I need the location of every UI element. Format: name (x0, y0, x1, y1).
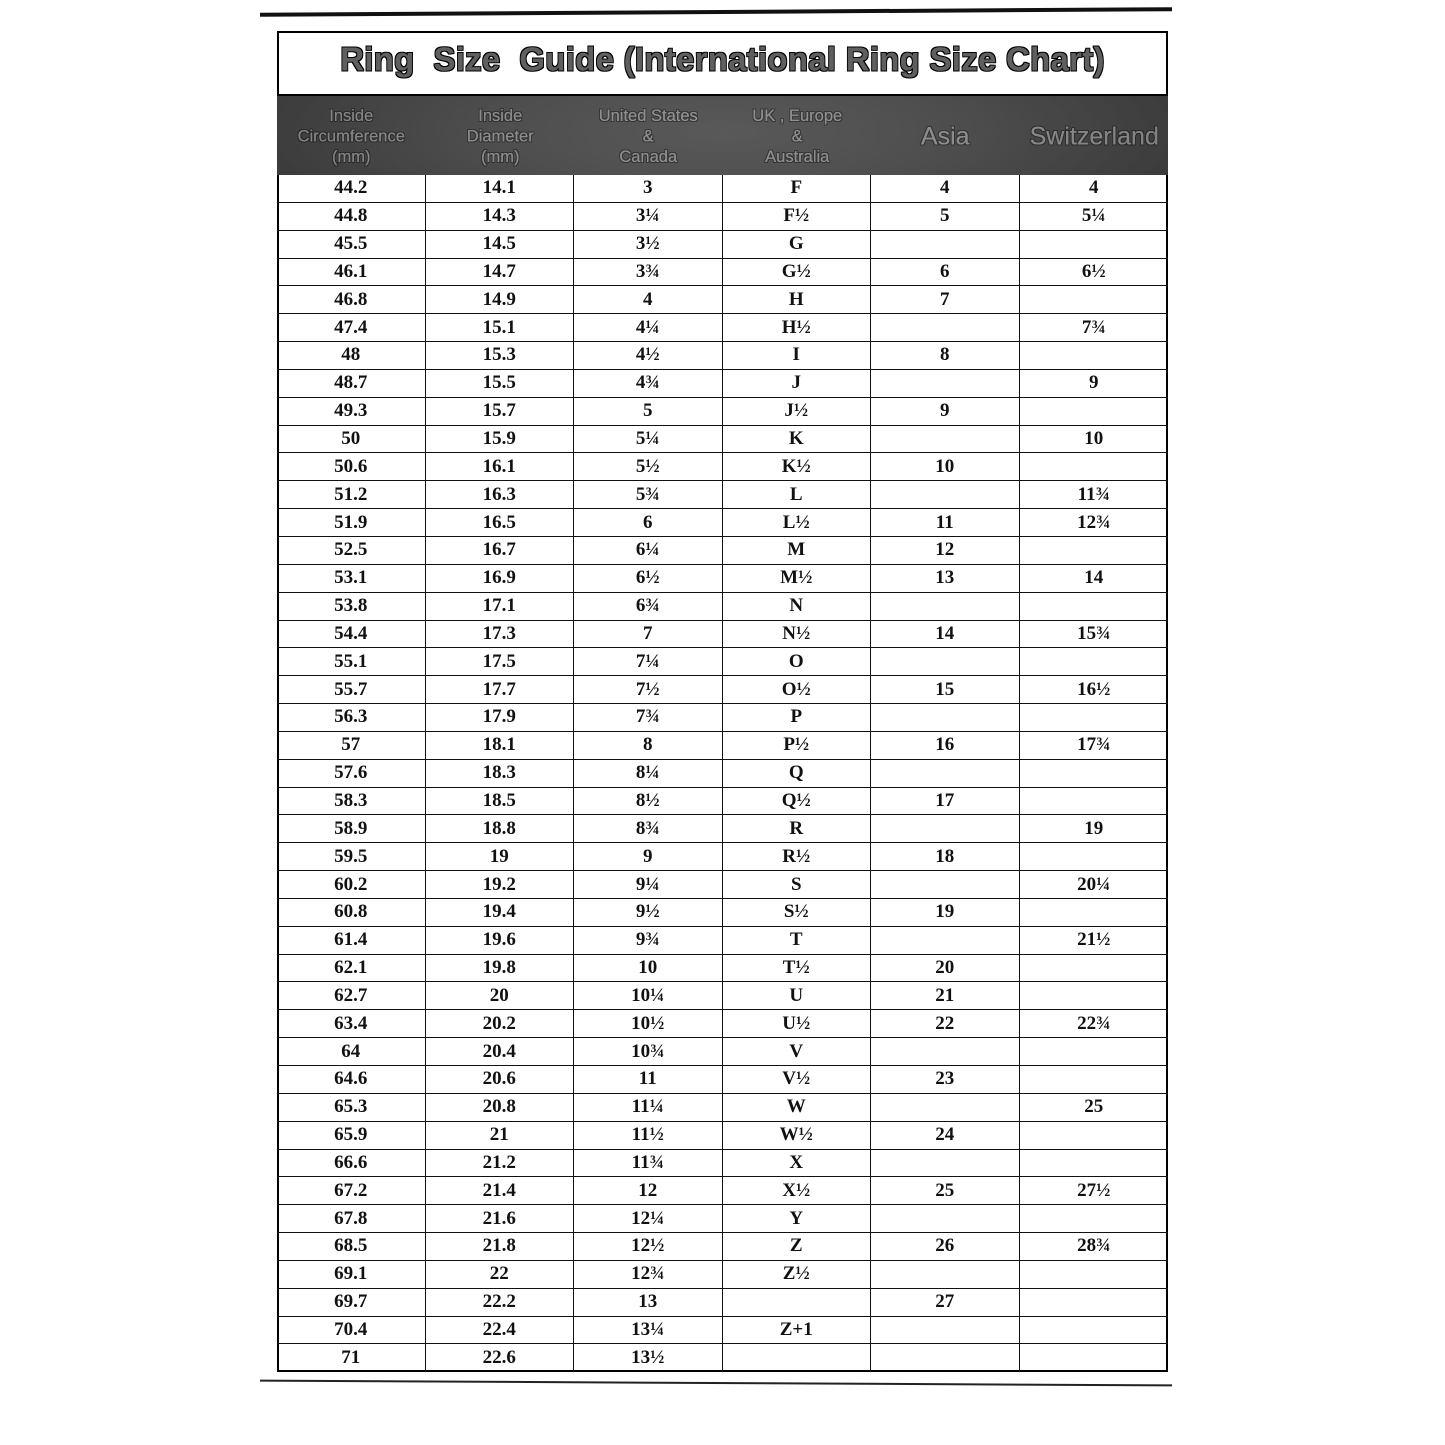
svg-text:(mm): (mm) (332, 148, 370, 166)
svg-text:Switzerland: Switzerland (1029, 122, 1158, 150)
svg-text:Australia: Australia (765, 148, 830, 166)
svg-text:Canada: Canada (619, 148, 678, 166)
svg-text:United States: United States (599, 107, 698, 125)
svg-text:&: & (791, 127, 802, 145)
svg-text:Asia: Asia (921, 122, 970, 150)
svg-text:&: & (643, 127, 654, 145)
svg-text:Diameter: Diameter (466, 127, 533, 145)
svg-text:(mm): (mm) (481, 148, 519, 166)
svg-text:Inside: Inside (329, 107, 373, 125)
svg-text:Ring Size Guide (Internation: Ring Size Guide (International Ring Size… (340, 41, 1105, 78)
svg-text:UK , Europe: UK , Europe (752, 107, 842, 125)
svg-text:Circumference: Circumference (298, 127, 405, 145)
svg-text:Inside: Inside (478, 107, 522, 125)
